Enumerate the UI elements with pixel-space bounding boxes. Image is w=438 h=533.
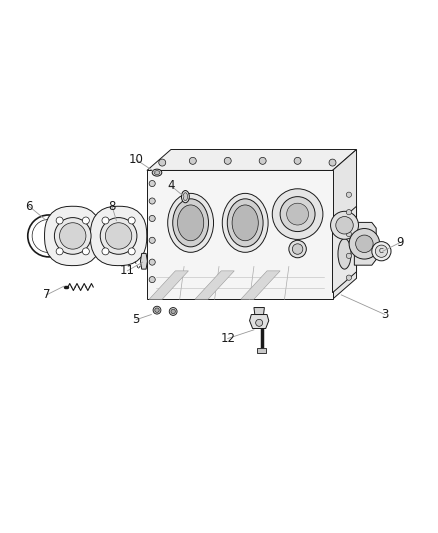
Circle shape [372, 241, 391, 261]
Circle shape [289, 240, 306, 258]
Circle shape [149, 181, 155, 187]
Circle shape [346, 192, 352, 197]
Text: C: C [379, 248, 384, 254]
Polygon shape [147, 149, 357, 171]
Circle shape [169, 308, 177, 316]
Circle shape [346, 231, 352, 237]
Polygon shape [241, 271, 280, 299]
Circle shape [82, 217, 89, 224]
Polygon shape [147, 171, 332, 299]
Circle shape [256, 319, 263, 326]
Circle shape [349, 229, 380, 259]
Ellipse shape [338, 239, 351, 269]
Text: 4: 4 [167, 179, 175, 192]
Circle shape [54, 217, 91, 254]
Circle shape [159, 159, 166, 166]
Polygon shape [332, 149, 357, 299]
Text: 6: 6 [25, 200, 33, 213]
Circle shape [259, 157, 266, 164]
Circle shape [224, 157, 231, 164]
Circle shape [346, 209, 352, 215]
Circle shape [272, 189, 323, 239]
Circle shape [294, 157, 301, 164]
Ellipse shape [152, 169, 162, 176]
Ellipse shape [227, 199, 263, 247]
Circle shape [336, 216, 353, 234]
Polygon shape [258, 348, 266, 353]
Text: 10: 10 [129, 153, 144, 166]
Circle shape [329, 159, 336, 166]
Circle shape [149, 215, 155, 222]
Circle shape [82, 248, 89, 255]
Polygon shape [149, 271, 188, 299]
Polygon shape [354, 222, 376, 265]
Circle shape [280, 197, 315, 231]
Circle shape [102, 248, 109, 255]
Circle shape [292, 244, 303, 254]
Circle shape [102, 217, 109, 224]
Circle shape [149, 259, 155, 265]
Circle shape [149, 277, 155, 282]
Circle shape [56, 248, 63, 255]
Text: 7: 7 [43, 288, 50, 301]
Circle shape [153, 306, 161, 314]
Ellipse shape [154, 171, 160, 175]
Ellipse shape [183, 193, 187, 200]
Ellipse shape [173, 199, 208, 247]
Circle shape [56, 217, 63, 224]
Text: 11: 11 [120, 264, 135, 277]
Circle shape [106, 223, 132, 249]
Circle shape [171, 309, 175, 313]
Circle shape [331, 211, 358, 239]
Polygon shape [195, 271, 234, 299]
Text: 8: 8 [108, 200, 116, 213]
Circle shape [149, 237, 155, 244]
Circle shape [100, 217, 137, 254]
Text: 3: 3 [381, 308, 389, 321]
Circle shape [287, 203, 308, 225]
Polygon shape [90, 206, 147, 265]
Circle shape [155, 308, 159, 312]
Text: 5: 5 [132, 313, 140, 326]
Ellipse shape [222, 193, 268, 252]
Circle shape [128, 248, 135, 255]
Polygon shape [250, 314, 269, 328]
Circle shape [346, 275, 352, 280]
Ellipse shape [177, 205, 204, 241]
Ellipse shape [232, 205, 258, 241]
Text: 12: 12 [220, 332, 235, 345]
Ellipse shape [168, 193, 214, 252]
Polygon shape [254, 308, 265, 314]
Circle shape [356, 235, 373, 253]
Circle shape [128, 217, 135, 224]
Polygon shape [45, 206, 101, 265]
Circle shape [189, 157, 196, 164]
Circle shape [375, 245, 388, 257]
Circle shape [60, 223, 86, 249]
Text: 9: 9 [396, 236, 404, 249]
Ellipse shape [181, 190, 189, 203]
Circle shape [149, 198, 155, 204]
Circle shape [346, 253, 352, 259]
Polygon shape [141, 253, 148, 269]
Polygon shape [332, 206, 357, 293]
